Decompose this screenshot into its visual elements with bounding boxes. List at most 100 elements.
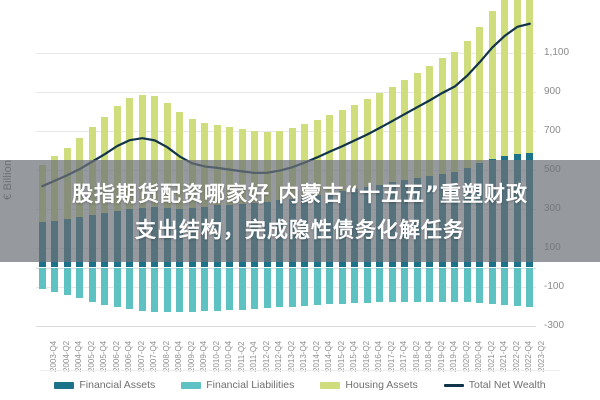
gridline: [36, 131, 536, 132]
x-axis-tick-label: 2011-Q4: [249, 341, 259, 372]
bar-segment-financial-liabilities: [376, 267, 384, 303]
x-axis-tick-label: 2004-Q4: [74, 340, 84, 372]
bar-segment-financial-liabilities: [388, 267, 396, 302]
x-axis-tick-label: 2003-Q4: [49, 340, 59, 372]
bar-segment-housing-assets: [363, 99, 371, 188]
bar-segment-housing-assets: [351, 104, 359, 190]
bar-segment-financial-liabilities: [138, 267, 146, 311]
bar-segment-housing-assets: [388, 86, 396, 183]
legend-label: Financial Assets: [79, 379, 156, 391]
x-axis-tick-label: 2016-Q4: [374, 340, 384, 372]
bar-segment-financial-liabilities: [176, 267, 184, 312]
bar-segment-financial-liabilities: [238, 267, 246, 310]
bar-segment-financial-liabilities: [76, 267, 84, 299]
legend-item[interactable]: Total Net Wealth: [443, 379, 546, 391]
gridline: [36, 287, 536, 288]
gridline: [36, 92, 536, 93]
bar-segment-financial-liabilities: [288, 267, 296, 307]
y-axis-title: € Billion: [2, 20, 16, 200]
x-axis-tick-label: 2021-Q2: [486, 340, 496, 372]
y-axis-tick-label: -100: [544, 281, 565, 292]
bar-segment-financial-liabilities: [501, 267, 509, 306]
x-axis-tick-label: 2004-Q2: [61, 340, 71, 372]
bar-segment-financial-liabilities: [213, 267, 221, 311]
bar-segment-financial-liabilities: [263, 267, 271, 309]
bar-segment-financial-liabilities: [326, 267, 334, 305]
x-axis-tick-label: 2008-Q4: [174, 340, 184, 372]
y-axis-tick-label: 1,100: [544, 47, 570, 58]
bar-segment-financial-liabilities: [163, 267, 171, 312]
bar-segment-housing-assets: [113, 106, 121, 212]
bar-segment-financial-liabilities: [451, 267, 459, 302]
bar-segment-housing-assets: [138, 94, 146, 209]
x-axis-tick-label: 2015-Q4: [349, 340, 359, 372]
legend-item[interactable]: Financial Assets: [54, 379, 155, 391]
x-axis-tick-label: 2018-Q4: [424, 340, 434, 372]
bar-segment-financial-liabilities: [476, 267, 484, 303]
bar-segment-financial-liabilities: [151, 267, 159, 312]
legend-label: Total Net Wealth: [468, 379, 546, 391]
x-axis-ticks: 2003-Q4 2004-Q2 2004-Q4 2005-Q2 2005-Q4 2006-…: [36, 328, 546, 374]
x-axis-tick-label: 2009-Q2: [186, 340, 196, 372]
bar-segment-financial-liabilities: [301, 267, 309, 306]
bar-segment-housing-assets: [413, 72, 421, 179]
legend-label: Housing Assets: [345, 379, 418, 391]
x-axis-tick-label: 2023-Q2: [536, 340, 546, 372]
x-axis-tick-label: 2006-Q2: [111, 340, 121, 372]
x-axis-tick-label: 2014-Q2: [311, 340, 321, 372]
bar-segment-housing-assets: [526, 0, 534, 153]
bar-segment-financial-liabilities: [188, 267, 196, 312]
legend-swatch-icon: [181, 381, 202, 389]
bar-segment-financial-liabilities: [126, 267, 134, 310]
bar-segment-financial-liabilities: [438, 267, 446, 302]
y-axis-tick-label: 700: [544, 125, 561, 136]
bar-segment-financial-liabilities: [38, 267, 46, 289]
x-axis-tick-label: 2021-Q4: [499, 340, 509, 372]
x-axis-tick-label: 2012-Q4: [274, 340, 284, 372]
bar-segment-housing-assets: [513, 0, 521, 155]
x-axis-tick-label: 2013-Q2: [286, 340, 296, 372]
bar-segment-housing-assets: [426, 66, 434, 177]
x-axis-tick-label: 2010-Q4: [224, 340, 234, 372]
x-axis-tick-label: 2005-Q4: [99, 340, 109, 372]
legend-swatch-icon: [54, 381, 75, 389]
chart-legend: Financial Assets Financial Liabilities Hou…: [0, 374, 600, 396]
x-axis-tick-label: 2015-Q2: [336, 340, 346, 372]
y-axis-tick-label: 900: [544, 86, 561, 97]
bar-segment-housing-assets: [326, 115, 334, 193]
x-axis-tick-label: 2012-Q2: [261, 340, 271, 372]
bar-segment-housing-assets: [476, 26, 484, 164]
bar-segment-financial-liabilities: [488, 267, 496, 305]
overlay-caption-line-1: 股指期货配资哪家好 内蒙古“十五五”重塑财政: [72, 182, 528, 206]
bar-segment-financial-liabilities: [88, 267, 96, 302]
bar-segment-housing-assets: [451, 52, 459, 172]
x-axis-tick-label: 2020-Q2: [461, 340, 471, 372]
bar-segment-financial-liabilities: [426, 267, 434, 302]
bar-segment-financial-liabilities: [226, 267, 234, 311]
bar-segment-financial-liabilities: [413, 267, 421, 302]
bar-segment-financial-liabilities: [201, 267, 209, 312]
bar-segment-housing-assets: [488, 10, 496, 160]
bar-segment-financial-liabilities: [463, 267, 471, 303]
legend-item[interactable]: Financial Liabilities: [181, 379, 294, 391]
legend-item[interactable]: Housing Assets: [320, 379, 418, 391]
x-axis-tick-label: 2017-Q2: [386, 340, 396, 372]
bar-segment-financial-liabilities: [513, 267, 521, 307]
bar-segment-housing-assets: [438, 58, 446, 174]
bar-segment-housing-assets: [163, 102, 171, 209]
zero-gridline: [36, 267, 536, 269]
x-axis-tick-label: 2011-Q2: [236, 341, 246, 372]
x-axis-tick-label: 2018-Q2: [411, 340, 421, 372]
bar-segment-financial-liabilities: [351, 267, 359, 303]
bar-segment-financial-liabilities: [338, 267, 346, 304]
x-axis-tick-label: 2019-Q2: [436, 340, 446, 372]
bar-segment-housing-assets: [338, 110, 346, 192]
bar-segment-financial-liabilities: [51, 267, 59, 292]
legend-label: Financial Liabilities: [206, 379, 295, 391]
bar-segment-housing-assets: [126, 98, 134, 210]
bar-segment-housing-assets: [501, 0, 509, 156]
x-axis-tick-label: 2013-Q4: [299, 340, 309, 372]
y-axis-tick-label: -300: [544, 320, 565, 331]
legend-swatch-icon: [443, 383, 464, 387]
bar-segment-financial-liabilities: [113, 267, 121, 308]
